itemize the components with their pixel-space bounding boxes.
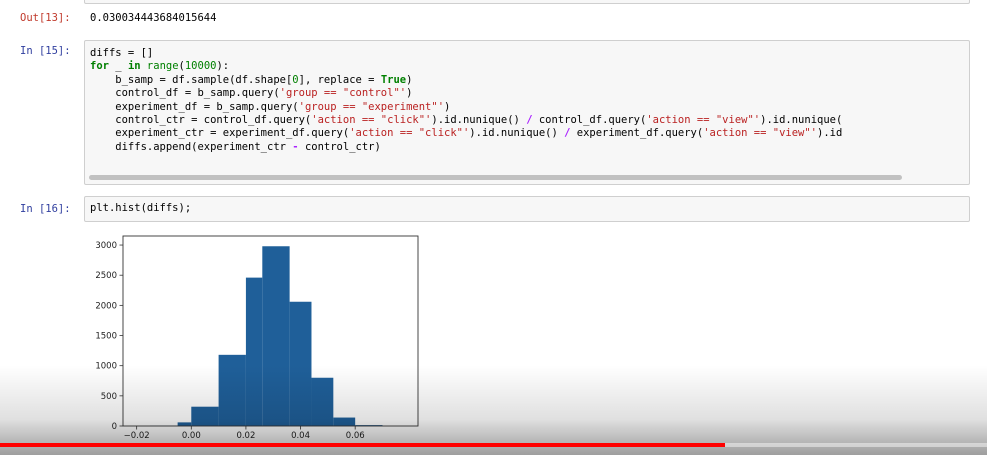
- histogram-bar: [245, 277, 263, 426]
- x-tick-label: 0.06: [346, 431, 365, 441]
- histogram-bar: [355, 425, 383, 426]
- code-token: ): [406, 87, 413, 100]
- y-tick-label: 2500: [95, 271, 117, 281]
- x-tick-label: 0.00: [182, 431, 201, 441]
- x-tick-label: 0.04: [291, 431, 310, 441]
- x-tick-label: 0.02: [236, 431, 255, 441]
- histogram-bar: [191, 406, 219, 426]
- y-tick-label: 3000: [95, 241, 117, 251]
- video-progress-bar[interactable]: [0, 443, 987, 447]
- code-token: 'action == "click"': [349, 127, 470, 140]
- code-token: ).id.nunique(): [431, 114, 527, 126]
- code-token: True: [380, 73, 407, 86]
- in16-prompt: In [16]:: [20, 203, 71, 215]
- y-tick-label: 0: [112, 422, 117, 432]
- code-line[interactable]: diffs = []: [90, 47, 153, 60]
- code-line[interactable]: diffs.append(experiment_ctr - control_ct…: [90, 141, 381, 154]
- code-token: experiment_ctr = experiment_df.query(: [90, 127, 350, 140]
- code-token: ):: [216, 60, 230, 73]
- y-tick-label: 500: [101, 392, 117, 402]
- code-token: 10000: [184, 60, 217, 73]
- code-token: 0: [292, 73, 299, 86]
- code-token: diffs.append(experiment_ctr: [90, 140, 293, 153]
- code-token: for: [90, 60, 109, 73]
- previous-cell-edge[interactable]: [84, 0, 970, 4]
- code-token: control_ctr): [298, 140, 381, 153]
- code-token: ): [444, 100, 451, 113]
- histogram-bar: [289, 301, 312, 426]
- code-cell-15[interactable]: diffs = [] for _ in range(10000): b_samp …: [84, 40, 970, 185]
- code-token: b_samp = df.sample(df.shape[: [90, 73, 293, 86]
- y-tick-label: 1000: [95, 362, 117, 372]
- y-tick-label: 1500: [95, 332, 117, 342]
- code-token: /: [564, 127, 571, 140]
- code-line[interactable]: for _ in range(10000):: [90, 60, 229, 73]
- code-token: ).id: [817, 127, 843, 140]
- code-line[interactable]: experiment_df = b_samp.query('group == "…: [90, 101, 450, 114]
- histogram-bar: [333, 417, 356, 426]
- code-token: ).id.nunique(: [760, 114, 843, 126]
- code-token: (: [178, 60, 185, 73]
- histogram-bar: [218, 354, 246, 426]
- code-token: experiment_df = b_samp.query(: [90, 100, 299, 113]
- x-tick-label: −0.02: [124, 431, 150, 441]
- code-token: ], replace =: [298, 73, 381, 86]
- plot-frame: [122, 235, 419, 427]
- code-token: 'action == "view"': [703, 127, 818, 140]
- out13-prompt: Out[13]:: [20, 12, 71, 24]
- code-token: /: [526, 114, 533, 126]
- code-token: experiment_df.query(: [570, 127, 704, 140]
- code-token: range: [146, 60, 179, 73]
- code-line[interactable]: plt.hist(diffs);: [90, 202, 192, 214]
- video-progress-played: [0, 443, 726, 447]
- histogram-bar: [311, 377, 334, 426]
- code-token: 'action == "click"': [311, 114, 432, 126]
- code-line[interactable]: control_df = b_samp.query('group == "con…: [90, 87, 412, 100]
- code-cell-16[interactable]: plt.hist(diffs);: [84, 196, 970, 222]
- code-token: -: [292, 140, 299, 153]
- code-line[interactable]: experiment_ctr = experiment_df.query('ac…: [90, 127, 842, 140]
- code-line[interactable]: b_samp = df.sample(df.shape[0], replace …: [90, 74, 412, 87]
- horizontal-scrollbar[interactable]: [89, 175, 902, 180]
- code-token: ): [406, 73, 413, 86]
- code-token: in: [127, 60, 141, 73]
- histogram-bar: [262, 246, 290, 426]
- code-token: 'group == "control"': [279, 87, 407, 100]
- y-tick-label: 2000: [95, 301, 117, 311]
- code-token: 'action == "view"': [646, 114, 761, 126]
- code-token: control_df.query(: [532, 114, 647, 126]
- code-token: _: [108, 60, 128, 73]
- code-line[interactable]: control_ctr = control_df.query('action =…: [90, 114, 842, 127]
- histogram-bar: [177, 422, 192, 426]
- code-token: ).id.nunique(): [469, 127, 565, 140]
- in15-prompt: In [15]:: [20, 45, 71, 57]
- code-token: 'group == "experiment"': [298, 100, 445, 113]
- code-token: diffs = []: [90, 47, 154, 59]
- histogram-chart: −0.02 0.00 0.02 0.04 0.06 0 500 1000 1500 2000 250…: [95, 235, 419, 441]
- code-token: control_df = b_samp.query(: [90, 87, 280, 100]
- out13-value: 0.030034443684015644: [90, 12, 217, 24]
- code-token: control_ctr = control_df.query(: [90, 114, 312, 126]
